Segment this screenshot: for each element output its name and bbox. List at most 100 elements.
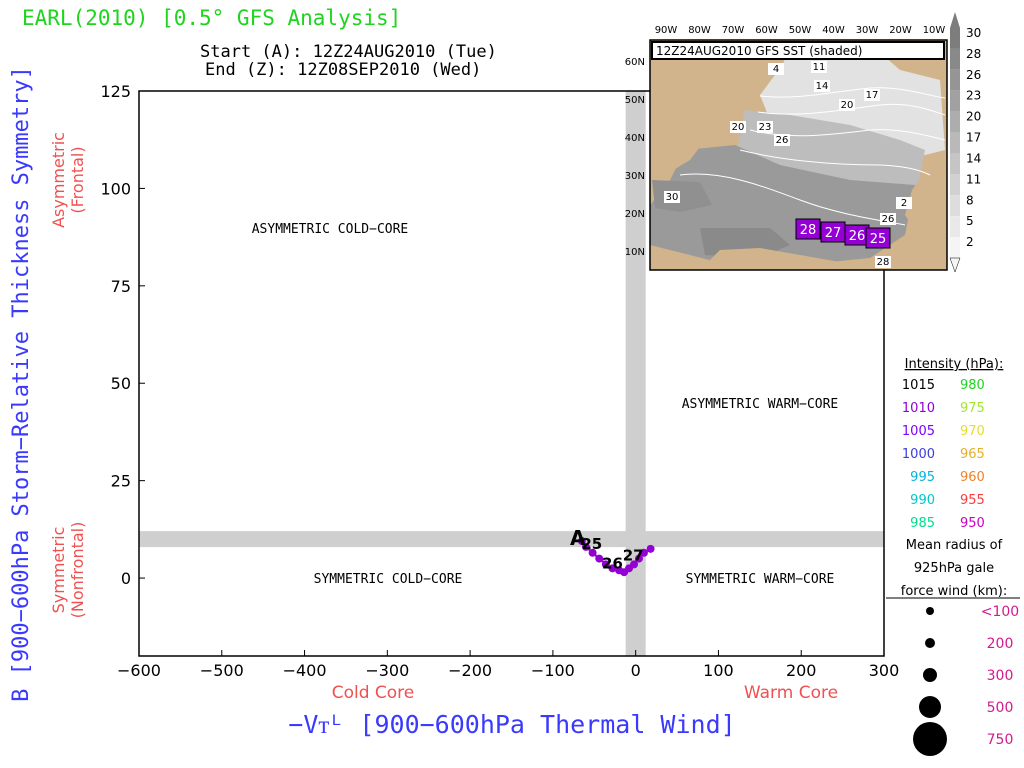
inset-storm-track: 28 27 26 25 <box>795 218 891 249</box>
colorbar-label: 11 <box>966 172 981 186</box>
intensity-legend-right: 975 <box>960 401 985 416</box>
sst-colorbar: 30 28 26 23 20 17 14 11 8 5 2 <box>949 12 981 273</box>
x-axis-title: −Vᴛᴸ [900−600hPa Thermal Wind] <box>288 710 735 739</box>
colorbar-swatch <box>950 48 960 70</box>
inset-contour-label-bg <box>839 99 855 111</box>
inset-lon-label: 10W <box>923 25 946 36</box>
colorbar-label: 30 <box>966 26 981 40</box>
x-tick-label: 100 <box>703 661 734 680</box>
inset-lon-label: 20W <box>889 25 912 36</box>
radius-legend-label: 200 <box>987 636 1014 652</box>
colorbar-label: 8 <box>966 193 974 207</box>
inset-contour-label: 23 <box>759 122 772 133</box>
inset-contour-label: 2 <box>901 198 907 209</box>
intensity-legend: Intensity (hPa): 1015 980 1010 975 1005 970 10… <box>886 357 1020 756</box>
track-point <box>595 554 604 563</box>
colorbar-swatch <box>950 174 960 196</box>
x-tick-label: −100 <box>531 661 575 680</box>
inset-title-box <box>651 41 945 60</box>
radius-legend-dot <box>923 668 937 682</box>
inset-north-america <box>650 40 790 180</box>
track-marker-label: 26 <box>602 554 623 572</box>
colorbar-swatch <box>950 28 960 49</box>
y-axis-ticks: 0 25 50 75 100 125 <box>100 82 145 588</box>
x-tick-label: 0 <box>631 661 641 680</box>
radius-legend-label: 750 <box>987 732 1014 748</box>
track-point <box>601 560 610 569</box>
inset-track-box <box>795 218 821 240</box>
intensity-legend-left: 1005 <box>902 424 935 439</box>
intensity-legend-right: 950 <box>960 516 985 531</box>
inset-lon-label: 50W <box>789 25 812 36</box>
colorbar-swatch <box>950 132 960 154</box>
radius-legend-title: Mean radius of <box>906 538 1003 553</box>
x-tick-label: 300 <box>869 661 900 680</box>
intensity-legend-right: 965 <box>960 447 985 462</box>
inset-lat-label: 30N <box>625 171 645 182</box>
x-tick-label: 200 <box>786 661 817 680</box>
inset-lon-label: 30W <box>856 25 879 36</box>
inset-lon-label: 90W <box>655 25 678 36</box>
track-point <box>630 560 639 569</box>
colorbar-swatch <box>950 153 960 175</box>
inset-latitude-labels: 60N 50N 40N 30N 20N 10N <box>625 57 645 258</box>
inset-track-label: 28 <box>800 223 817 238</box>
inset-contour-label-bg <box>774 134 790 146</box>
region-asymmetric-warm-core: ASYMMETRIC WARM−CORE <box>682 397 839 412</box>
colorbar-bottom-arrow <box>949 257 961 273</box>
y-tick-label: 0 <box>121 569 131 588</box>
radius-legend-dot <box>913 722 947 756</box>
inset-lat-label: 20N <box>625 209 645 220</box>
track-marker-label: 27 <box>623 547 644 565</box>
y-tick-label: 75 <box>111 277 131 296</box>
intensity-legend-right: 960 <box>960 470 985 485</box>
track-point <box>577 537 586 546</box>
colorbar-label: 23 <box>966 89 981 103</box>
inset-track-label: 26 <box>849 229 866 244</box>
inset-contour-label: 4 <box>773 64 779 75</box>
colorbar-swatch <box>950 111 960 133</box>
intensity-legend-left: 1000 <box>902 447 935 462</box>
intensity-legend-title: Intensity (hPa): <box>905 357 1004 372</box>
track-marker-label: 25 <box>581 535 602 553</box>
inset-contour-labels: 11 14 17 20 20 23 26 30 2 26 28 4 <box>664 61 912 268</box>
inset-contour-label-bg <box>811 61 827 73</box>
y-tick-label: 100 <box>100 179 131 198</box>
start-time: Start (A): 12Z24AUG2010 (Tue) <box>200 42 497 62</box>
inset-contour-label: 28 <box>877 257 890 268</box>
y-axis-title: B [900−600hPa Storm−Relative Thickness S… <box>9 66 34 702</box>
end-time: End (Z): 12Z08SEP2010 (Wed) <box>205 60 482 80</box>
inset-contour-label: 14 <box>816 81 829 92</box>
colorbar-label: 28 <box>966 47 981 61</box>
inset-gulf <box>652 180 712 212</box>
cold-core-label: Cold Core <box>332 683 415 703</box>
colorbar-swatch <box>950 216 960 238</box>
inset-africa <box>905 150 947 245</box>
y-tick-label: 125 <box>100 82 131 101</box>
track-marker-label: A <box>570 526 586 550</box>
inset-lon-label: 60W <box>755 25 778 36</box>
colorbar-swatch <box>950 90 960 112</box>
track-point <box>634 554 643 563</box>
inset-lat-label: 60N <box>625 57 645 68</box>
radius-legend-label: <100 <box>981 604 1019 620</box>
inset-frame <box>649 39 948 271</box>
inset-track-label: 27 <box>825 226 842 241</box>
inset-south-america <box>700 248 860 270</box>
inset-contour-label-bg <box>875 256 891 268</box>
track-point <box>582 542 590 551</box>
inset-lat-label: 50N <box>625 95 645 106</box>
inset-contour-label-bg <box>757 121 773 133</box>
warm-core-label: Warm Core <box>744 683 838 703</box>
x-axis-ticks: −600 −500 −400 −300 −200 −100 0 100 200 300 <box>117 650 899 680</box>
inset-contour-label-bg <box>864 89 880 101</box>
inset-contour-label-bg <box>880 213 896 225</box>
inset-contour-label: 26 <box>776 135 789 146</box>
radius-legend-label: 500 <box>987 700 1014 716</box>
intensity-legend-right: 980 <box>960 378 985 393</box>
plot-frame <box>138 90 885 657</box>
intensity-legend-left: 990 <box>910 493 935 508</box>
